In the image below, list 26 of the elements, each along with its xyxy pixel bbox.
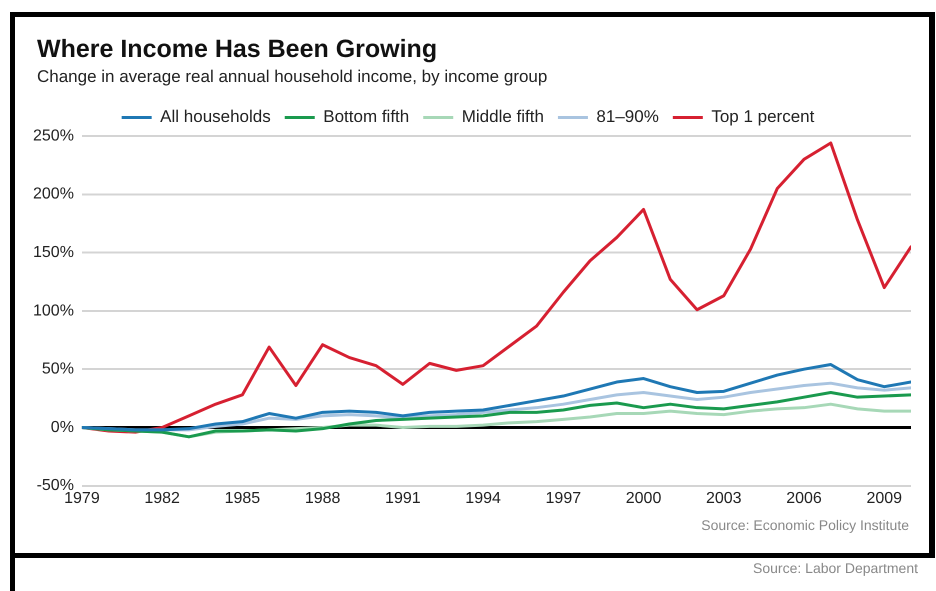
x-tick-label: 1988 xyxy=(304,490,341,507)
legend-label: 81–90% xyxy=(596,107,659,126)
legend-label: Middle fifth xyxy=(462,107,544,126)
legend-label: Top 1 percent xyxy=(711,107,815,126)
x-tick-label: 2009 xyxy=(866,490,902,507)
chart-subtitle: Change in average real annual household income, by income group xyxy=(37,67,548,87)
x-tick-label: 1985 xyxy=(224,490,260,507)
y-tick-label: 0% xyxy=(50,418,74,436)
legend-label: Bottom fifth xyxy=(323,107,410,126)
source-note: Source: Economic Policy Institute xyxy=(701,517,909,533)
x-tick-label: 1997 xyxy=(546,490,582,507)
x-tick-label: 2006 xyxy=(786,490,822,507)
x-tick-label: 1979 xyxy=(64,490,100,507)
y-tick-label: 150% xyxy=(33,244,74,262)
y-tick-label: 50% xyxy=(42,360,74,378)
source-note: Source: Labor Department xyxy=(753,560,918,576)
x-tick-label: 2000 xyxy=(626,490,662,507)
chart-title: Where Income Has Been Growing xyxy=(37,35,438,64)
y-tick-label: 200% xyxy=(33,186,74,203)
x-tick-label: 1994 xyxy=(465,490,501,507)
x-tick-label: 1982 xyxy=(144,490,180,507)
y-tick-label: 100% xyxy=(33,302,74,320)
legend-label: All households xyxy=(160,107,271,126)
x-tick-label: 2003 xyxy=(706,490,742,507)
y-tick-label: 250% xyxy=(33,127,74,144)
x-tick-label: 1991 xyxy=(385,490,421,507)
